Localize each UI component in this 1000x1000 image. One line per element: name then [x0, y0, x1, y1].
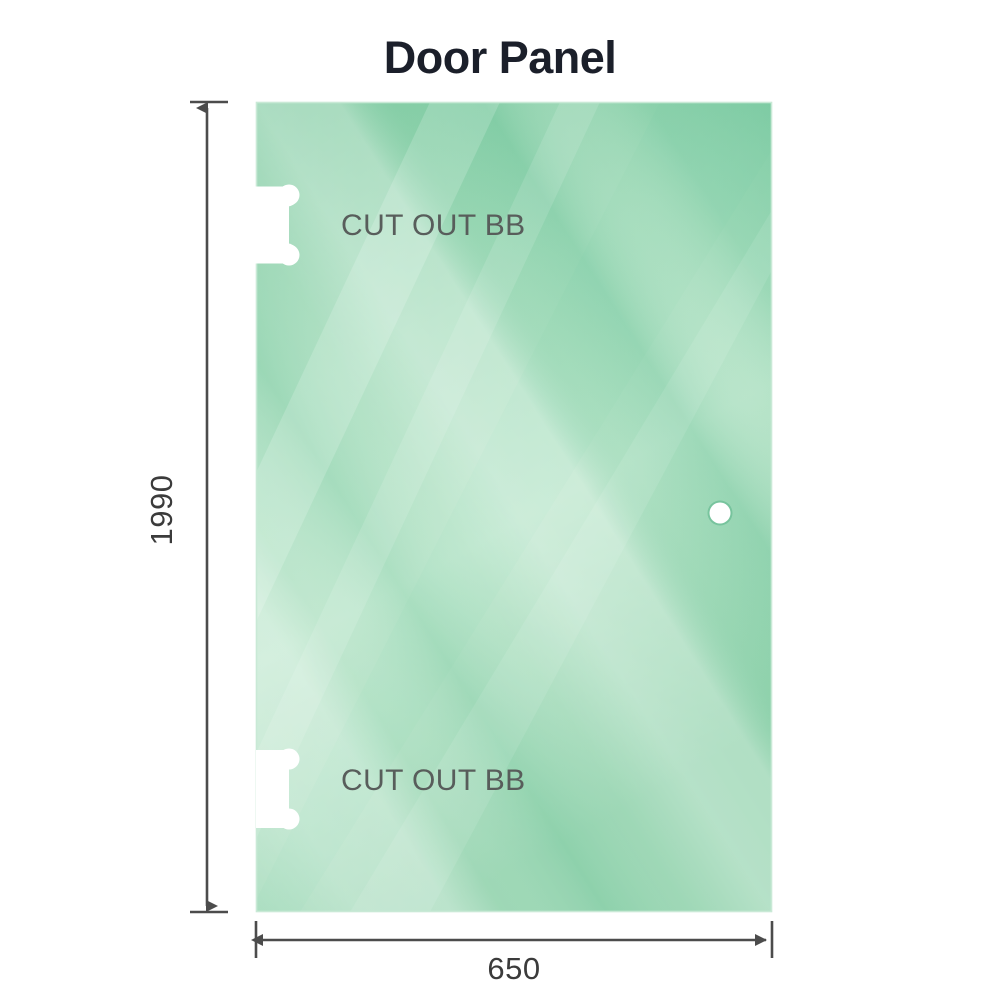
cut-out-bb-top-shape — [255, 184, 300, 266]
height-dimension — [190, 100, 228, 914]
cut-out-bb-top-web — [256, 195, 289, 255]
cut-out-bb-bottom-shape — [256, 748, 300, 830]
glass-door-panel — [255, 101, 773, 913]
width-dimension — [251, 921, 774, 958]
handle-hole-bore — [709, 502, 731, 524]
cut-out-bb-top-label: CUT OUT BB — [341, 209, 526, 242]
height-dimension-label: 1990 — [144, 474, 179, 546]
panel-reflection-streaks — [256, 102, 772, 912]
cut-out-bb-bottom-web — [256, 759, 289, 819]
handle-hole — [707, 500, 733, 526]
panel-edge-highlight — [255, 101, 773, 913]
width-dimension-label: 650 — [487, 951, 541, 986]
cut-out-bb-bottom-label: CUT OUT BB — [341, 764, 526, 797]
page-title: Door Panel — [383, 32, 617, 83]
panel-light-wash — [256, 102, 772, 912]
